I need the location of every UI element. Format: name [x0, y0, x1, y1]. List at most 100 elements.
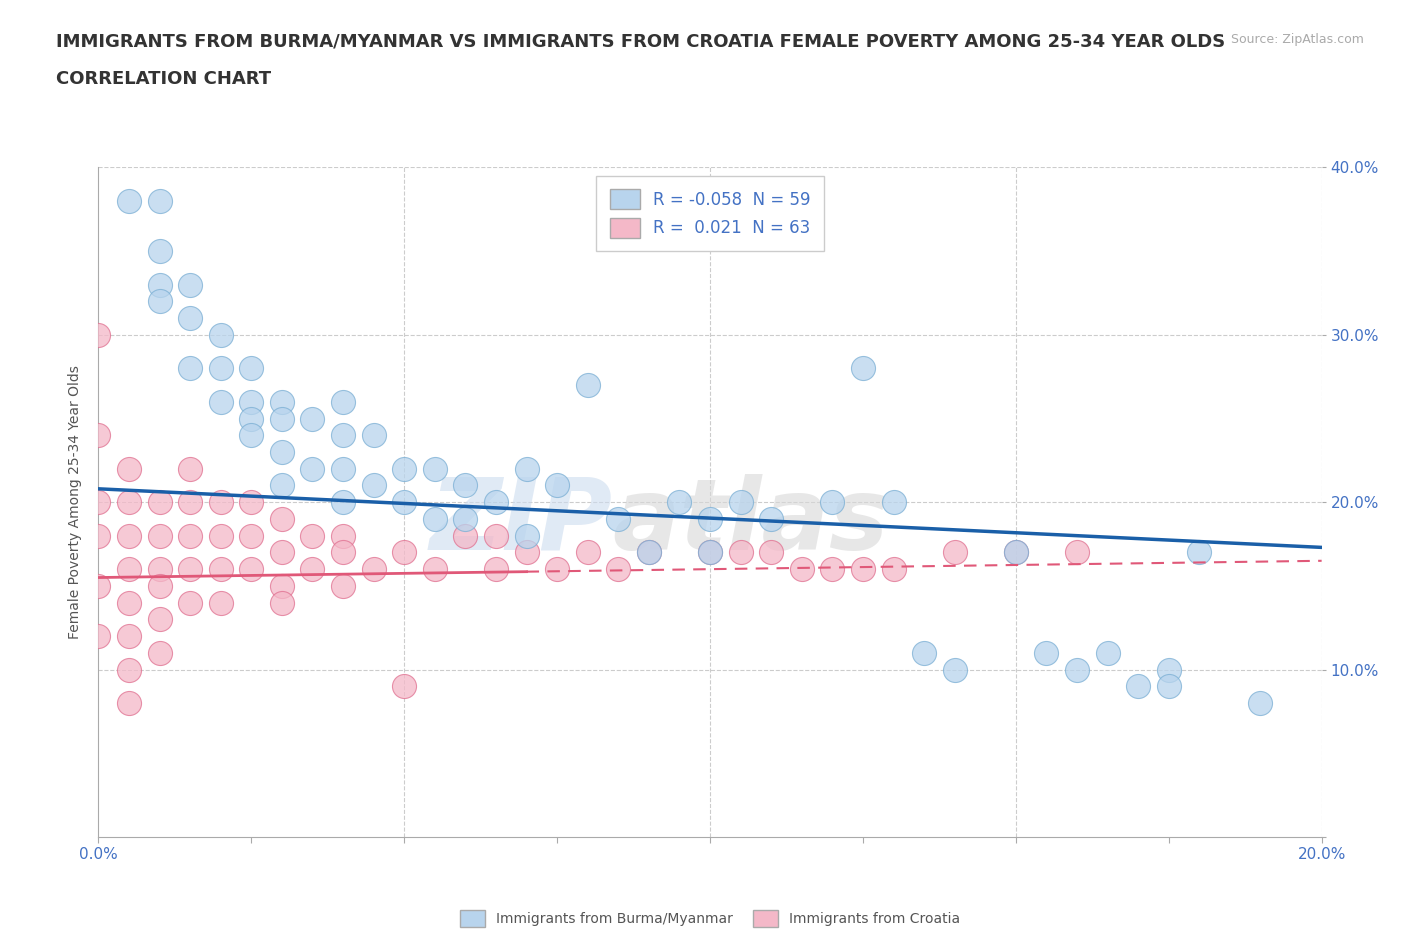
Point — [668, 495, 690, 510]
Point — [576, 545, 599, 560]
Point — [454, 528, 477, 543]
Point — [118, 662, 141, 677]
Point — [87, 629, 110, 644]
Point — [332, 461, 354, 476]
Point — [637, 545, 661, 560]
Point — [87, 528, 110, 543]
Point — [149, 277, 172, 292]
Point — [332, 545, 354, 560]
Point — [363, 562, 385, 577]
Point — [454, 512, 477, 526]
Point — [270, 478, 292, 493]
Point — [699, 545, 721, 560]
Point — [118, 595, 141, 610]
Point — [179, 495, 201, 510]
Point — [149, 294, 172, 309]
Point — [87, 578, 110, 593]
Point — [118, 629, 141, 644]
Point — [821, 495, 844, 510]
Point — [1066, 545, 1088, 560]
Point — [118, 193, 141, 208]
Point — [1004, 545, 1026, 560]
Point — [240, 528, 263, 543]
Point — [485, 528, 508, 543]
Point — [1188, 545, 1211, 560]
Point — [240, 394, 263, 409]
Point — [209, 327, 232, 342]
Text: ZIP: ZIP — [429, 473, 612, 571]
Point — [332, 528, 354, 543]
Point — [392, 495, 416, 510]
Point — [270, 578, 292, 593]
Legend: Immigrants from Burma/Myanmar, Immigrants from Croatia: Immigrants from Burma/Myanmar, Immigrant… — [454, 904, 966, 930]
Point — [209, 394, 232, 409]
Point — [149, 578, 172, 593]
Point — [790, 562, 813, 577]
Point — [363, 478, 385, 493]
Point — [1004, 545, 1026, 560]
Point — [392, 679, 416, 694]
Point — [730, 495, 752, 510]
Point — [332, 394, 354, 409]
Point — [546, 478, 568, 493]
Point — [179, 277, 201, 292]
Point — [301, 461, 323, 476]
Point — [149, 562, 172, 577]
Point — [301, 562, 323, 577]
Point — [516, 461, 538, 476]
Point — [209, 361, 232, 376]
Point — [270, 545, 292, 560]
Point — [270, 394, 292, 409]
Text: Source: ZipAtlas.com: Source: ZipAtlas.com — [1230, 33, 1364, 46]
Point — [87, 495, 110, 510]
Y-axis label: Female Poverty Among 25-34 Year Olds: Female Poverty Among 25-34 Year Olds — [69, 365, 83, 639]
Point — [576, 378, 599, 392]
Point — [485, 495, 508, 510]
Point — [209, 495, 232, 510]
Point — [240, 411, 263, 426]
Point — [301, 411, 323, 426]
Point — [149, 645, 172, 660]
Point — [118, 461, 141, 476]
Point — [149, 244, 172, 259]
Point — [912, 645, 935, 660]
Point — [179, 361, 201, 376]
Point — [759, 545, 782, 560]
Point — [1249, 696, 1271, 711]
Point — [118, 562, 141, 577]
Point — [883, 495, 905, 510]
Point — [852, 361, 875, 376]
Point — [1157, 662, 1180, 677]
Point — [118, 528, 141, 543]
Point — [240, 562, 263, 577]
Point — [87, 428, 110, 443]
Point — [821, 562, 844, 577]
Point — [699, 512, 721, 526]
Point — [730, 545, 752, 560]
Point — [1157, 679, 1180, 694]
Point — [179, 461, 201, 476]
Point — [392, 545, 416, 560]
Point — [883, 562, 905, 577]
Point — [516, 528, 538, 543]
Point — [423, 512, 446, 526]
Point — [209, 562, 232, 577]
Point — [454, 478, 477, 493]
Point — [179, 311, 201, 325]
Point — [943, 662, 966, 677]
Point — [332, 495, 354, 510]
Point — [149, 495, 172, 510]
Point — [209, 528, 232, 543]
Point — [301, 528, 323, 543]
Point — [759, 512, 782, 526]
Point — [546, 562, 568, 577]
Point — [485, 562, 508, 577]
Point — [1128, 679, 1150, 694]
Point — [240, 495, 263, 510]
Point — [332, 578, 354, 593]
Point — [270, 512, 292, 526]
Point — [179, 595, 201, 610]
Text: CORRELATION CHART: CORRELATION CHART — [56, 70, 271, 87]
Point — [607, 512, 630, 526]
Point — [943, 545, 966, 560]
